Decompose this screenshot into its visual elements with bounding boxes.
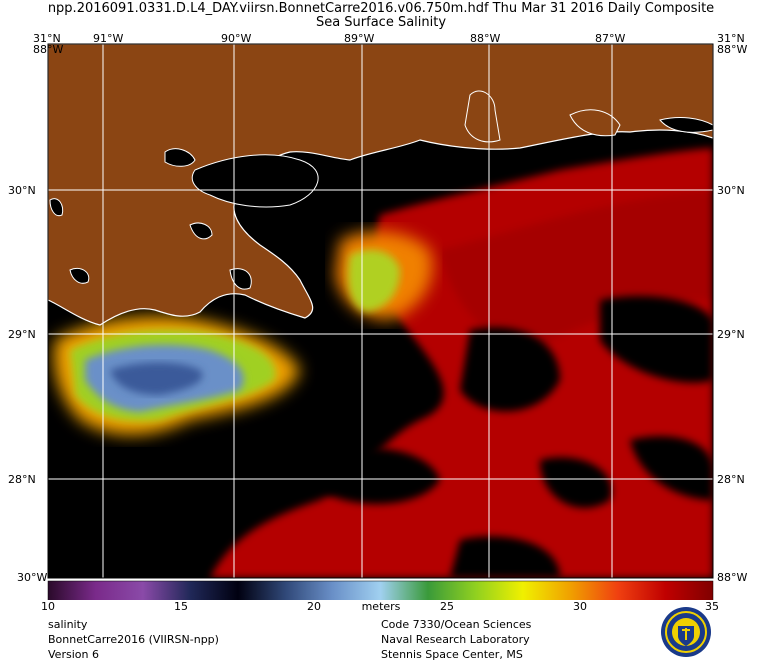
footer-code: Code 7330/Ocean Sciences [381,618,532,631]
lon-label-top-left: 88°W [33,43,64,56]
colorbar-tick: 20 [307,600,321,613]
colorbar [47,580,714,600]
lon-label-87w: 87°W [595,32,626,45]
graticule [48,44,713,578]
land-mass [48,44,713,326]
lon-label-88w: 88°W [470,32,501,45]
lon-label-bottom-left: 30°W [17,571,48,584]
lat-label-29n-left: 29°N [8,328,36,341]
naval-research-laboratory-seal [661,607,711,657]
data-gap [320,296,713,578]
colorbar-tick: 15 [174,600,188,613]
lat-label-30n-left: 30°N [8,184,36,197]
file-title: npp.2016091.0331.D.L4_DAY.viirsn.BonnetC… [47,1,715,16]
lat-label-top-right: 31°N [717,32,745,45]
freshwater-plume-delta [335,231,433,320]
colorbar-tick: 10 [41,600,55,613]
footer-location: Stennis Space Center, MS [381,648,523,661]
lon-label-bottom-right: 88°W [717,571,748,584]
lon-label-90w: 90°W [221,32,252,45]
footer-version: Version 6 [48,648,99,661]
footer-region: BonnetCarre2016 (VIIRSN-npp) [48,633,219,646]
lon-label-top-right: 88°W [717,43,748,56]
lat-label-29n-right: 29°N [717,328,745,341]
footer-product: salinity [48,618,88,631]
lat-label-28n-left: 28°N [8,473,36,486]
colorbar-tick: 30 [573,600,587,613]
salinity-map [47,43,714,600]
colorbar-tick: 35 [705,600,719,613]
lon-label-91w: 91°W [93,32,124,45]
footer-lab: Naval Research Laboratory [381,633,530,646]
lat-label-28n-right: 28°N [717,473,745,486]
colorbar-tick: 25 [440,600,454,613]
map-frame [47,43,714,579]
lat-label-top-left: 31°N [33,32,61,45]
lon-label-89w: 89°W [344,32,375,45]
product-title: Sea Surface Salinity [315,15,447,30]
colorbar-unit: meters [361,600,401,613]
freshwater-plume-west [53,316,300,435]
lat-label-30n-right: 30°N [717,184,745,197]
inland-water [49,90,713,290]
